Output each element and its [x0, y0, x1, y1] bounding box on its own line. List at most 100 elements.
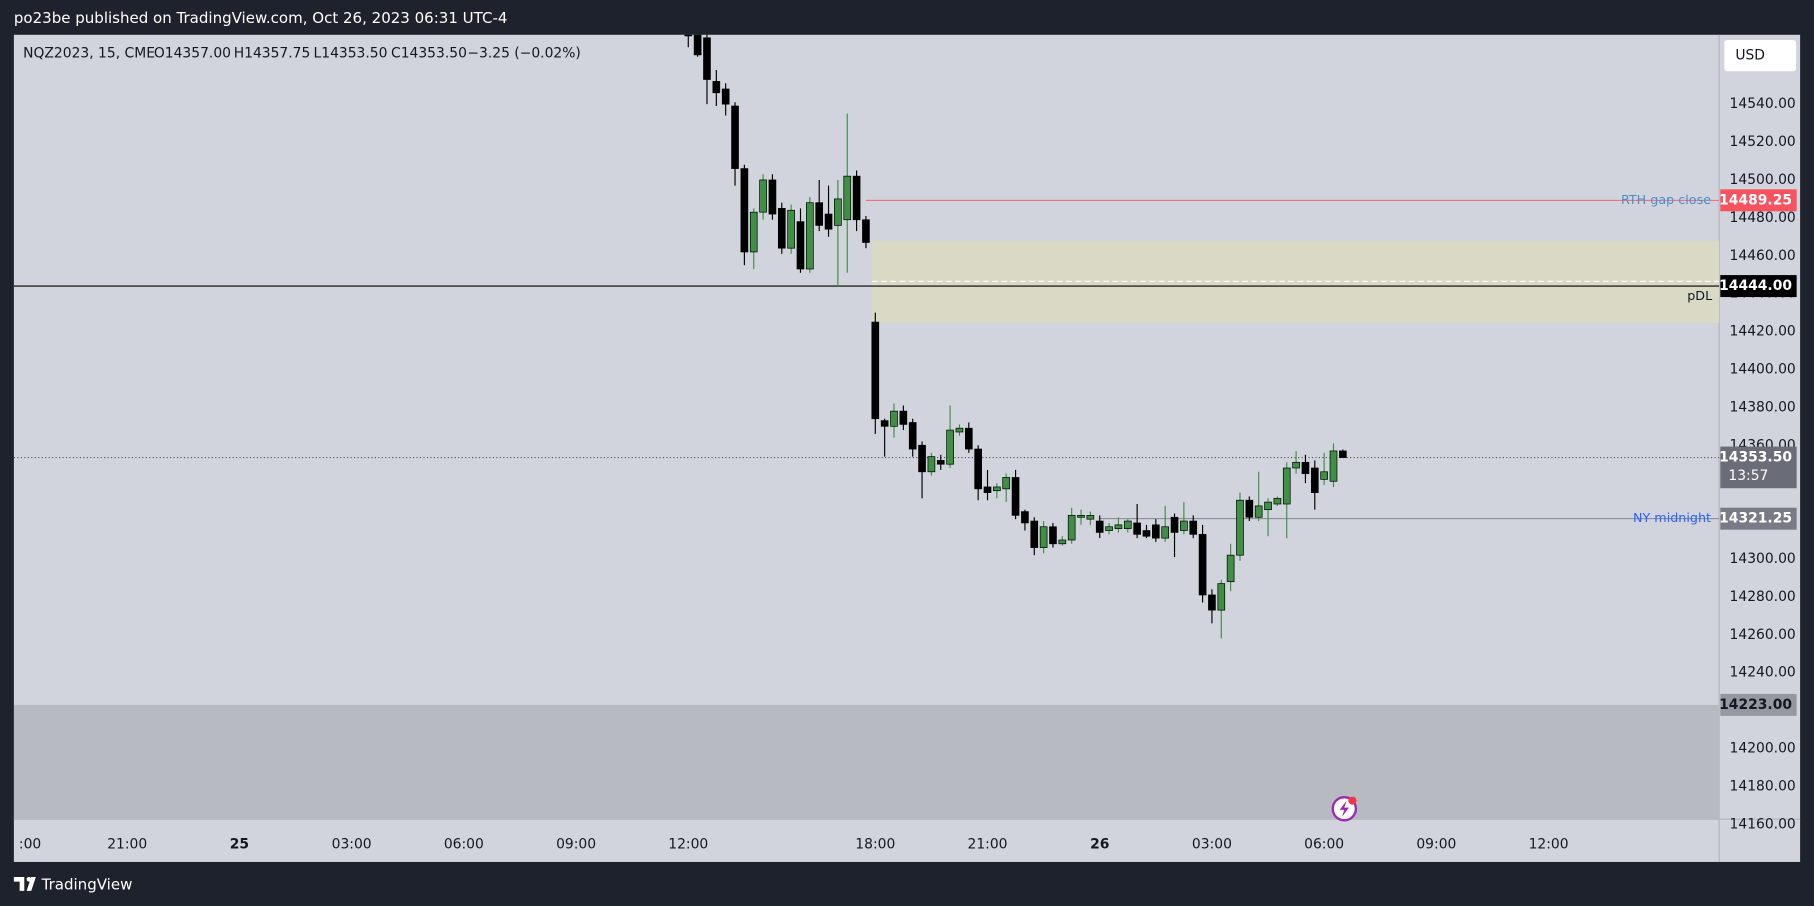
candle-body	[768, 179, 777, 215]
candle-body	[1236, 499, 1244, 556]
axes: 14160.0014180.0014200.0014220.0014240.00…	[19, 96, 1797, 853]
candle-body	[936, 460, 945, 465]
candle-body	[787, 209, 795, 249]
candle-body	[983, 486, 992, 493]
x-tick-label: 21:00	[107, 837, 147, 853]
x-tick-label: 03:00	[1192, 837, 1232, 853]
candle-body	[1039, 526, 1048, 548]
currency[interactable]: USD	[1735, 48, 1765, 64]
ohlc-low: L14353.50	[314, 45, 388, 61]
candle-body	[1058, 539, 1067, 545]
x-tick-label: 09:00	[1416, 837, 1456, 853]
pdl-label: pDL	[1687, 288, 1713, 303]
level-tag-bg	[1720, 189, 1797, 212]
candle-body	[1067, 515, 1076, 541]
currency-box[interactable]	[1723, 38, 1798, 73]
candle-body	[1273, 497, 1282, 505]
icon-dot	[1348, 796, 1357, 805]
candle-body	[843, 175, 852, 221]
brand: TradingView	[13, 876, 133, 894]
y-tick-label: 14280.00	[1730, 589, 1796, 605]
candle-body	[1329, 450, 1338, 482]
candle-body	[703, 37, 711, 80]
level-label: NY midnight	[1633, 510, 1711, 525]
candle-body	[927, 456, 936, 473]
candle-body	[1198, 533, 1207, 596]
icon-bolt	[1339, 800, 1349, 817]
candle-body	[964, 427, 973, 450]
candle-body	[740, 168, 749, 253]
level-tag-bg	[1720, 507, 1797, 530]
ohlc-open: O14357.00	[154, 45, 231, 61]
x-tick-label: 25	[230, 837, 249, 853]
brand-name: TradingView	[41, 876, 133, 894]
candle-body	[1180, 520, 1188, 531]
y-tick-label: 14540.00	[1730, 96, 1796, 112]
candle-body	[890, 410, 898, 427]
candle-body	[1245, 499, 1254, 518]
x-tick-label: 18:00	[855, 837, 895, 853]
candle-body	[834, 198, 842, 226]
candle-body	[824, 213, 833, 230]
candle-body	[1339, 450, 1347, 458]
x-tick-label: 26	[1090, 837, 1109, 853]
candle-body	[908, 422, 917, 450]
candle-body	[1086, 515, 1095, 520]
shade-tag: 14223.00	[1719, 697, 1792, 713]
candle-body	[1170, 516, 1179, 533]
y-tick-label: 14460.00	[1730, 248, 1796, 264]
y-tick-label: 14260.00	[1730, 627, 1796, 643]
candle-body	[1105, 526, 1113, 531]
candle-body	[721, 88, 730, 105]
y-tick-label: 14480.00	[1730, 210, 1796, 226]
candle-body	[1095, 520, 1104, 533]
currency-button[interactable]: USD	[1723, 38, 1798, 73]
candle-body	[880, 420, 889, 427]
candle-body	[1077, 515, 1085, 518]
candle-body	[946, 429, 954, 465]
y-tick-label: 14520.00	[1730, 134, 1796, 150]
ohlc-high: H14357.75	[234, 45, 311, 61]
candle-body	[1133, 522, 1141, 535]
candle-body	[1021, 511, 1029, 524]
legend: NQZ2023, 15, CME O14357.00 H14357.75 L14…	[23, 45, 581, 61]
level-tag: 14321.25	[1719, 511, 1792, 527]
candle-body	[1152, 524, 1160, 539]
x-tick-label: 06:00	[444, 837, 484, 853]
candle-body	[796, 221, 805, 270]
candle-body	[712, 81, 721, 94]
ohlc-close: C14353.50	[391, 45, 467, 61]
candle-body	[1292, 461, 1300, 469]
plot-area: pDL RTH gap close NY midnight	[13, 34, 1720, 820]
candle-body	[1217, 583, 1226, 611]
y-tick-label: 14160.00	[1730, 816, 1796, 832]
candle-body	[1282, 467, 1291, 505]
symbol: NQZ2023, 15, CME	[23, 45, 155, 61]
candle-body	[1114, 524, 1123, 529]
x-tick-label: 03:00	[332, 837, 372, 853]
candle-body	[1264, 501, 1272, 511]
x-tick-label: 21:00	[968, 837, 1008, 853]
header: po23be published on TradingView.com, Oct…	[14, 9, 508, 27]
candle-body	[1226, 554, 1235, 583]
candle-body	[731, 105, 739, 169]
level-tag: 14489.25	[1719, 192, 1792, 208]
y-tick-label: 14180.00	[1730, 778, 1796, 794]
pdl-tag: 14444.00	[1719, 278, 1792, 294]
x-tick-label: 09:00	[556, 837, 596, 853]
candle-body	[806, 202, 814, 270]
candle-body	[955, 427, 964, 433]
candle-body	[1310, 467, 1319, 493]
x-tick-label: 06:00	[1304, 837, 1344, 853]
last-price-tag-bg	[1720, 446, 1797, 489]
candle-body	[777, 208, 786, 249]
candle-body	[1320, 471, 1328, 480]
lightning-icon[interactable]	[1331, 796, 1358, 822]
candle-body	[684, 34, 693, 37]
x-tick-label: :00	[19, 837, 41, 853]
level-label: RTH gap close	[1621, 192, 1711, 207]
candle-body	[993, 486, 1001, 492]
candle-body	[1161, 526, 1169, 539]
